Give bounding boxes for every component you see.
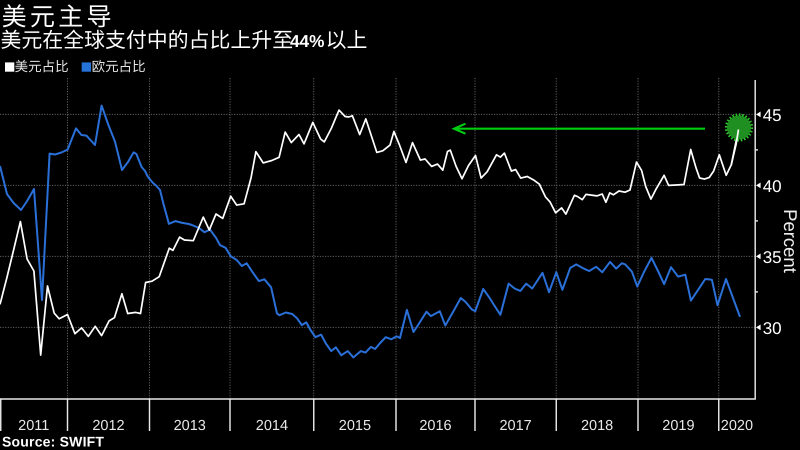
svg-text:2011: 2011 (18, 418, 49, 434)
svg-text:35: 35 (763, 248, 782, 267)
svg-text:2015: 2015 (339, 418, 371, 434)
svg-text:30: 30 (763, 319, 782, 338)
svg-text:2016: 2016 (419, 418, 451, 434)
svg-text:44%: 44% (290, 31, 324, 51)
svg-text:Percent: Percent (780, 209, 800, 273)
svg-text:40: 40 (763, 177, 782, 196)
svg-text:2020: 2020 (721, 418, 753, 434)
svg-text:45: 45 (763, 106, 782, 125)
svg-text:2019: 2019 (662, 418, 694, 434)
svg-text:2017: 2017 (499, 418, 531, 434)
svg-text:2014: 2014 (256, 418, 288, 434)
svg-text:2012: 2012 (92, 418, 124, 434)
svg-text:Source: SWIFT: Source: SWIFT (2, 433, 104, 449)
svg-text:2013: 2013 (174, 418, 206, 434)
svg-text:2018: 2018 (581, 418, 613, 434)
